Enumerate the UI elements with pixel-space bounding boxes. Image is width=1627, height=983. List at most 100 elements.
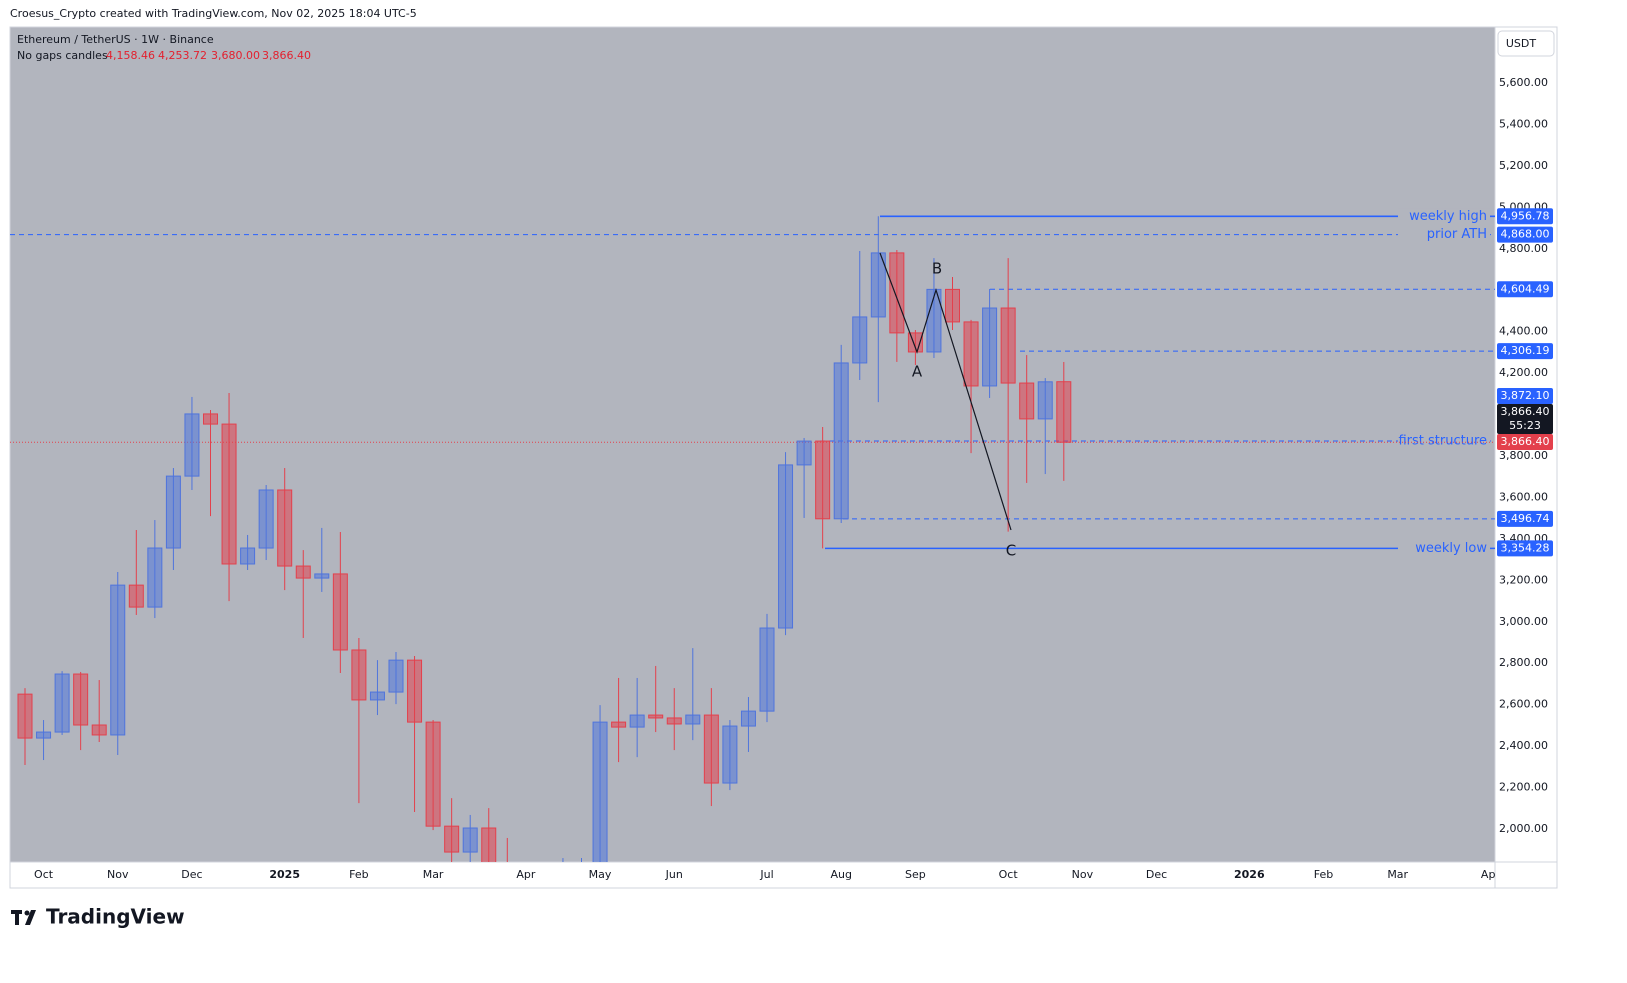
- credit: Croesus_Crypto created with TradingView.…: [10, 7, 417, 20]
- price-tag: [1497, 343, 1553, 360]
- candle-body: [648, 714, 664, 719]
- candle-body: [629, 714, 645, 728]
- logo-shape: [24, 910, 30, 916]
- y-tick-label: 3,200.00: [1499, 573, 1548, 586]
- candle-body: [203, 413, 218, 425]
- x-tick-label: Oct: [34, 868, 54, 881]
- candle-body: [295, 565, 311, 579]
- candle-body: [462, 827, 478, 853]
- candle-body: [666, 717, 682, 725]
- candle-body: [351, 649, 367, 701]
- y-tick-label: 4,800.00: [1499, 242, 1548, 255]
- level-label-bg: [1398, 433, 1490, 450]
- y-axis: 2,000.00 2,200.00 2,400.00 2,600.00 2,800.00…: [1499, 76, 1548, 835]
- candle-body: [277, 489, 293, 567]
- x-tick-label: Apr: [516, 868, 536, 881]
- y-tick-label: 5,600.00: [1499, 76, 1548, 89]
- x-tick-label: Oct: [999, 868, 1019, 881]
- candle-body: [519, 903, 533, 916]
- chart-style: No gaps candles: [17, 49, 108, 62]
- candle-body: [407, 659, 423, 723]
- level-label: weekly low: [1415, 541, 1487, 556]
- currency-button[interactable]: [1497, 30, 1555, 57]
- candle-body: [258, 489, 274, 549]
- level-label: weekly high: [1409, 209, 1487, 224]
- x-tick-label: Jul: [759, 868, 773, 881]
- y-tick-label: 2,400.00: [1499, 739, 1548, 752]
- y-tick-label: 3,600.00: [1499, 490, 1548, 503]
- level-label-bg: [1398, 226, 1490, 243]
- price-tag: [1497, 404, 1553, 434]
- ohlc-value: 3,866.40: [262, 49, 311, 62]
- candle-body: [963, 321, 979, 387]
- price-tag-label: 4,956.78: [1501, 209, 1550, 222]
- chart-frame: [9, 26, 1558, 889]
- y-tick-label: 5,200.00: [1499, 159, 1548, 172]
- price-tag-label: 4,868.00: [1501, 228, 1550, 241]
- ohlc-value: 3,680.00: [211, 49, 260, 62]
- plot: weekly high prior ATH first structure weekl…: [10, 208, 1495, 916]
- price-tag-label: 3,872.10: [1501, 389, 1550, 402]
- price-tags: 4,956.78 4,868.00 4,604.49 4,306.19 3,872.10…: [1497, 208, 1553, 557]
- x-tick-label: Dec: [181, 868, 202, 881]
- candle-body: [500, 866, 514, 916]
- candle-body: [1056, 381, 1072, 443]
- price-tag-label: 3,866.40: [1501, 405, 1550, 418]
- candle-body: [444, 825, 460, 853]
- wave-label: A: [912, 363, 923, 381]
- x-tick-label: Nov: [107, 868, 129, 881]
- x-tick-label: Feb: [349, 868, 368, 881]
- y-tick-label: 2,200.00: [1499, 781, 1548, 794]
- y-tick-label: 4,400.00: [1499, 325, 1548, 338]
- logo-shape: [15, 910, 19, 925]
- price-tag: [1497, 434, 1553, 450]
- level-label: first structure: [1398, 434, 1487, 449]
- candle-body: [815, 440, 831, 520]
- price-tag: [1497, 540, 1553, 557]
- candle-body: [685, 714, 701, 725]
- candle-body: [592, 721, 608, 862]
- ohlc-value: 4,158.46: [106, 49, 155, 62]
- logo-shape: [25, 910, 36, 925]
- price-tag: [1497, 281, 1553, 298]
- x-tick-label: Jun: [665, 868, 683, 881]
- x-axis: Oct Nov Dec 2025 Feb Mar Apr May Jun Jul Aug Sep Oct…: [34, 868, 1495, 881]
- countdown: 55:23: [1509, 419, 1541, 432]
- y-tick-label: 3,800.00: [1499, 449, 1548, 462]
- candle-body: [425, 721, 441, 827]
- candle-body: [537, 903, 551, 916]
- candle-body: [740, 710, 756, 727]
- x-tick-label: Aug: [830, 868, 851, 881]
- x-tick-label: 2026: [1234, 868, 1265, 881]
- overlay: A B C Ethereum / TetherUS · 1W · Binance…: [17, 33, 1016, 560]
- candle-body: [388, 659, 404, 693]
- candle-body: [481, 827, 497, 862]
- wave-label: C: [1006, 542, 1016, 560]
- candle-body: [945, 288, 960, 323]
- candle-body: [889, 252, 905, 334]
- x-tick-label: Sep: [905, 868, 926, 881]
- price-tag: [1497, 388, 1553, 404]
- candle-body: [852, 316, 868, 364]
- y-tick-label: 4,200.00: [1499, 366, 1548, 379]
- price-tag-label: 4,604.49: [1501, 282, 1550, 295]
- wave-label: B: [932, 260, 942, 278]
- abc-pattern: [879, 252, 1012, 531]
- candle-body: [870, 252, 886, 318]
- candle-body: [982, 307, 998, 387]
- x-tick-label: Feb: [1314, 868, 1333, 881]
- candle-body: [833, 362, 849, 520]
- brand: TradingView: [46, 905, 185, 929]
- level-label-bg: [1398, 208, 1490, 225]
- ohlc-value: 4,253.72: [158, 49, 207, 62]
- currency[interactable]: USDT: [1506, 37, 1537, 50]
- level-label: prior ATH: [1427, 227, 1487, 242]
- price-tag: [1497, 226, 1553, 243]
- candle-body: [369, 691, 385, 701]
- price-tag: [1497, 208, 1553, 225]
- candle-body: [165, 475, 181, 549]
- candle-body: [332, 573, 348, 651]
- candle-body: [778, 464, 794, 629]
- candle-body: [240, 547, 256, 565]
